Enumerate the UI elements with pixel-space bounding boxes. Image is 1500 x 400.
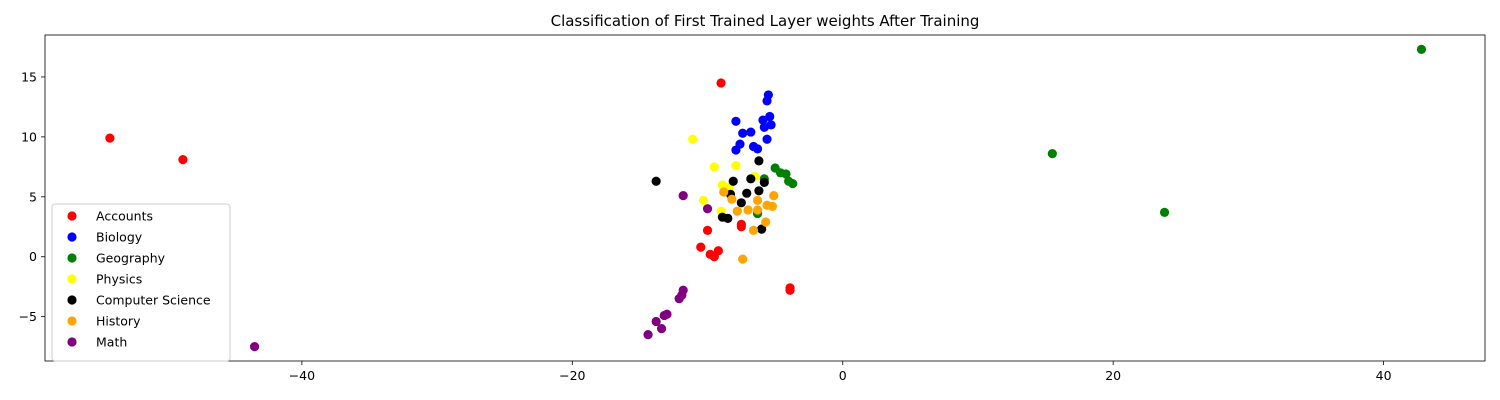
data-point [1159, 207, 1170, 217]
data-point [716, 78, 726, 88]
data-point [762, 96, 772, 106]
data-point [643, 330, 653, 340]
legend-marker [67, 232, 77, 242]
data-point [709, 162, 719, 172]
data-point [738, 254, 748, 264]
data-point [249, 342, 260, 352]
series-math [249, 191, 713, 352]
data-point [742, 188, 752, 198]
y-tick-label: 15 [21, 69, 37, 84]
series-biology [731, 90, 776, 155]
data-point [719, 187, 729, 197]
y-tick-label: −5 [19, 309, 37, 324]
legend-label: History [96, 314, 141, 329]
chart-title: Classification of First Trained Layer we… [551, 12, 980, 30]
legend-marker [67, 337, 77, 347]
data-point [678, 191, 688, 201]
series-computer-science [651, 156, 769, 234]
legend-label: Physics [96, 272, 142, 287]
data-point [656, 324, 667, 334]
x-tick-label: −20 [559, 368, 585, 383]
data-point [736, 219, 746, 229]
legend-marker [67, 211, 77, 221]
data-point [788, 179, 798, 189]
data-point [746, 127, 756, 137]
data-point [738, 128, 748, 138]
data-point [659, 310, 669, 321]
data-point [752, 205, 763, 215]
legend-marker [67, 316, 77, 326]
data-point [731, 116, 741, 126]
legend-marker [67, 253, 77, 263]
data-point [723, 213, 733, 223]
series-accounts [105, 78, 795, 295]
data-point [728, 176, 738, 186]
data-point [1047, 149, 1057, 159]
legend-label: Computer Science [96, 293, 211, 308]
data-point [674, 294, 684, 304]
data-point [698, 195, 709, 205]
data-point [702, 204, 713, 214]
x-tick-label: −40 [289, 368, 315, 383]
legend-label: Biology [96, 230, 143, 245]
legend-label: Math [96, 335, 127, 350]
legend-marker [67, 274, 77, 284]
legend-marker [67, 295, 77, 305]
data-point [743, 205, 753, 215]
data-point [785, 285, 795, 295]
series-history [719, 187, 779, 264]
data-point [765, 111, 775, 122]
data-point [736, 198, 746, 208]
data-point [731, 161, 741, 171]
points-layer [105, 44, 1427, 352]
data-point [754, 186, 764, 196]
legend-box [51, 203, 231, 362]
data-point [748, 225, 759, 235]
data-point [1416, 44, 1427, 54]
data-point [752, 144, 763, 154]
data-point [651, 316, 661, 327]
data-point [758, 115, 768, 125]
x-axis: −40 −20 0 20 40 [289, 361, 1392, 383]
y-axis: −5 0 5 10 15 [19, 69, 45, 324]
data-point [769, 191, 779, 201]
data-point [754, 156, 764, 166]
data-point [688, 134, 698, 144]
y-tick-label: 5 [29, 189, 37, 204]
data-point [696, 242, 706, 252]
legend-label: Accounts [96, 209, 153, 224]
data-point [746, 174, 756, 184]
data-point [713, 246, 723, 256]
y-tick-label: 0 [29, 249, 37, 264]
data-point [732, 206, 742, 216]
data-point [752, 195, 763, 205]
data-point [178, 155, 188, 165]
data-point [759, 122, 769, 132]
data-point [702, 225, 713, 235]
data-point [757, 224, 767, 234]
plot-frame [44, 34, 1486, 362]
data-point [731, 145, 741, 155]
legend: Accounts Biology Geography Physics Computer … [51, 203, 231, 362]
data-point [727, 194, 737, 204]
x-tick-label: 20 [1105, 368, 1121, 383]
data-point [651, 176, 661, 186]
data-point [759, 177, 769, 188]
data-point [761, 217, 771, 227]
legend-label: Geography [96, 251, 166, 266]
y-tick-label: 10 [21, 129, 37, 144]
data-point [781, 169, 791, 179]
series-geography [752, 44, 1427, 219]
data-point [105, 133, 115, 143]
data-point [762, 134, 772, 144]
x-tick-label: 0 [839, 368, 847, 383]
data-point [767, 201, 778, 211]
x-tick-label: 40 [1376, 368, 1392, 383]
series-physics [688, 134, 760, 216]
